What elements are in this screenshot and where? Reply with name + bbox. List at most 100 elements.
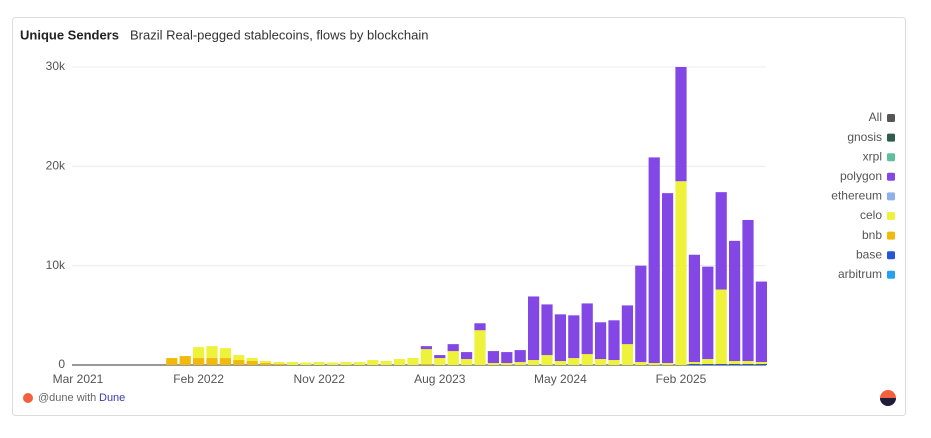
bar-segment bbox=[514, 362, 526, 365]
bar-segment bbox=[595, 322, 607, 360]
y-tick-label: 20k bbox=[46, 159, 66, 173]
bar-segment bbox=[702, 359, 714, 365]
bar-segment bbox=[487, 363, 499, 365]
bar-segment bbox=[648, 157, 660, 364]
bar-segment bbox=[621, 344, 633, 365]
bar-segment bbox=[554, 361, 566, 365]
bar-segment bbox=[595, 359, 607, 365]
x-tick-label: Aug 2023 bbox=[414, 372, 466, 386]
bar-segment bbox=[635, 362, 647, 365]
bar-segment bbox=[581, 303, 593, 355]
bar-segment bbox=[166, 358, 178, 365]
chart-subtitle: Brazil Real-pegged stablecoins, flows by… bbox=[130, 27, 428, 42]
bar-segment bbox=[581, 354, 593, 365]
bar-segment bbox=[219, 348, 231, 359]
legend-label[interactable]: gnosis bbox=[847, 130, 882, 144]
bar-segment bbox=[434, 355, 446, 359]
bar-segment bbox=[260, 363, 272, 365]
legend-label[interactable]: xrpl bbox=[863, 149, 882, 163]
footer-link[interactable]: Dune bbox=[99, 392, 125, 404]
bar-segment bbox=[434, 358, 446, 365]
bar-segment bbox=[447, 344, 459, 352]
bar-segment bbox=[206, 346, 218, 359]
dune-icon-part bbox=[880, 398, 896, 406]
bar-segment bbox=[568, 358, 580, 365]
bar-segment bbox=[742, 219, 754, 362]
bar-segment bbox=[474, 323, 486, 331]
bar-segment bbox=[715, 192, 727, 290]
bar-segment bbox=[608, 320, 620, 361]
bar-segment bbox=[729, 361, 741, 365]
bar-segment bbox=[662, 363, 674, 365]
bar-segment bbox=[742, 364, 754, 365]
bar-segment bbox=[286, 362, 298, 365]
bar-segment bbox=[420, 346, 432, 350]
bar-segment bbox=[461, 352, 473, 360]
bar-segment bbox=[474, 330, 486, 365]
y-tick-label: 30k bbox=[46, 59, 66, 73]
x-tick-label: Mar 2021 bbox=[53, 372, 104, 386]
bar-segment bbox=[246, 358, 258, 362]
legend-label[interactable]: base bbox=[856, 247, 882, 261]
bar-segment bbox=[688, 364, 700, 365]
bar-segment bbox=[353, 362, 365, 365]
y-tick-label: 10k bbox=[46, 258, 66, 272]
chart-title: Unique Senders bbox=[20, 27, 119, 42]
bar-segment bbox=[420, 364, 432, 365]
bar-segment bbox=[635, 265, 647, 363]
legend-swatch bbox=[887, 153, 895, 162]
legend-label[interactable]: All bbox=[869, 110, 882, 124]
bar-segment bbox=[541, 304, 553, 356]
legend-label[interactable]: ethereum bbox=[831, 189, 882, 203]
bar-segment bbox=[233, 360, 245, 365]
bar-segment bbox=[260, 361, 272, 364]
bar-segment bbox=[528, 360, 540, 365]
bar-segment bbox=[528, 296, 540, 361]
legend-label[interactable]: polygon bbox=[840, 169, 882, 183]
legend-label[interactable]: celo bbox=[860, 208, 882, 222]
x-tick-label: May 2024 bbox=[534, 372, 587, 386]
x-tick-label: Feb 2022 bbox=[173, 372, 224, 386]
bar-segment bbox=[662, 193, 674, 364]
legend-swatch bbox=[887, 231, 895, 240]
bar-segment bbox=[246, 361, 258, 365]
bar-segment bbox=[206, 358, 218, 365]
bar-segment bbox=[568, 315, 580, 359]
x-tick-label: Feb 2025 bbox=[656, 372, 707, 386]
bar-segment bbox=[273, 364, 285, 365]
bar-segment bbox=[313, 362, 325, 365]
bar-segment bbox=[554, 314, 566, 362]
bar-segment bbox=[193, 347, 205, 359]
bar-segment bbox=[702, 266, 714, 360]
bar-segment bbox=[688, 362, 700, 365]
bar-segment bbox=[729, 240, 741, 362]
bar-segment bbox=[193, 358, 205, 365]
bar-segment bbox=[541, 355, 553, 365]
bar-segment bbox=[742, 361, 754, 365]
y-tick-label: 0 bbox=[58, 357, 65, 371]
bar-segment bbox=[675, 181, 687, 365]
legend-swatch bbox=[887, 192, 895, 201]
dune-logo bbox=[23, 393, 33, 403]
bar-segment bbox=[621, 305, 633, 345]
bar-segment bbox=[487, 351, 499, 364]
bar-segment bbox=[688, 254, 700, 363]
bar-segment bbox=[461, 359, 473, 365]
legend-label[interactable]: bnb bbox=[862, 228, 882, 242]
bar-segment bbox=[755, 281, 767, 363]
bar-segment bbox=[420, 349, 432, 365]
bar-segment bbox=[447, 351, 459, 365]
bar-segment bbox=[219, 358, 231, 365]
footer-text: @dune with bbox=[38, 392, 96, 404]
bar-segment bbox=[702, 364, 714, 365]
legend-swatch bbox=[887, 114, 895, 122]
bar-segment bbox=[729, 364, 741, 365]
legend-swatch bbox=[887, 172, 895, 181]
legend-swatch bbox=[887, 270, 895, 279]
bar-segment bbox=[300, 362, 312, 365]
bar-segment bbox=[675, 67, 687, 182]
legend-label[interactable]: arbitrum bbox=[838, 267, 882, 281]
bar-segment bbox=[327, 362, 339, 365]
